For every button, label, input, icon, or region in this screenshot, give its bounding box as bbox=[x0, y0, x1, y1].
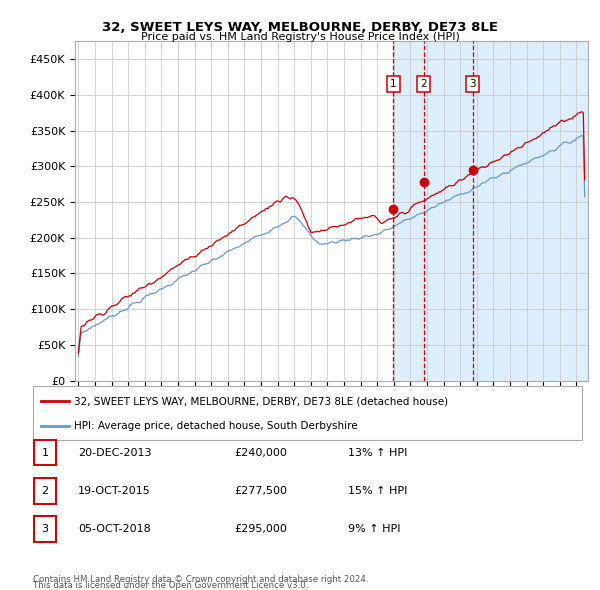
Text: 13% ↑ HPI: 13% ↑ HPI bbox=[348, 448, 407, 457]
Text: 32, SWEET LEYS WAY, MELBOURNE, DERBY, DE73 8LE: 32, SWEET LEYS WAY, MELBOURNE, DERBY, DE… bbox=[102, 21, 498, 34]
Text: 9% ↑ HPI: 9% ↑ HPI bbox=[348, 525, 401, 534]
Text: 1: 1 bbox=[41, 448, 49, 457]
Text: This data is licensed under the Open Government Licence v3.0.: This data is licensed under the Open Gov… bbox=[33, 581, 308, 590]
Text: 05-OCT-2018: 05-OCT-2018 bbox=[78, 525, 151, 534]
Bar bbox=[393, 41, 600, 381]
FancyBboxPatch shape bbox=[34, 478, 56, 504]
Text: 3: 3 bbox=[41, 525, 49, 534]
Text: 1: 1 bbox=[390, 78, 397, 88]
Text: 3: 3 bbox=[469, 78, 476, 88]
Text: 32, SWEET LEYS WAY, MELBOURNE, DERBY, DE73 8LE (detached house): 32, SWEET LEYS WAY, MELBOURNE, DERBY, DE… bbox=[74, 396, 448, 407]
Text: £240,000: £240,000 bbox=[234, 448, 287, 457]
FancyBboxPatch shape bbox=[34, 440, 56, 466]
Text: 2: 2 bbox=[41, 486, 49, 496]
Text: Contains HM Land Registry data © Crown copyright and database right 2024.: Contains HM Land Registry data © Crown c… bbox=[33, 575, 368, 584]
Text: HPI: Average price, detached house, South Derbyshire: HPI: Average price, detached house, Sout… bbox=[74, 421, 358, 431]
FancyBboxPatch shape bbox=[33, 386, 582, 440]
Text: 19-OCT-2015: 19-OCT-2015 bbox=[78, 486, 151, 496]
Text: £277,500: £277,500 bbox=[234, 486, 287, 496]
Text: 15% ↑ HPI: 15% ↑ HPI bbox=[348, 486, 407, 496]
Text: Price paid vs. HM Land Registry's House Price Index (HPI): Price paid vs. HM Land Registry's House … bbox=[140, 32, 460, 42]
Text: 2: 2 bbox=[421, 78, 427, 88]
FancyBboxPatch shape bbox=[34, 516, 56, 542]
Text: 20-DEC-2013: 20-DEC-2013 bbox=[78, 448, 151, 457]
Text: £295,000: £295,000 bbox=[234, 525, 287, 534]
